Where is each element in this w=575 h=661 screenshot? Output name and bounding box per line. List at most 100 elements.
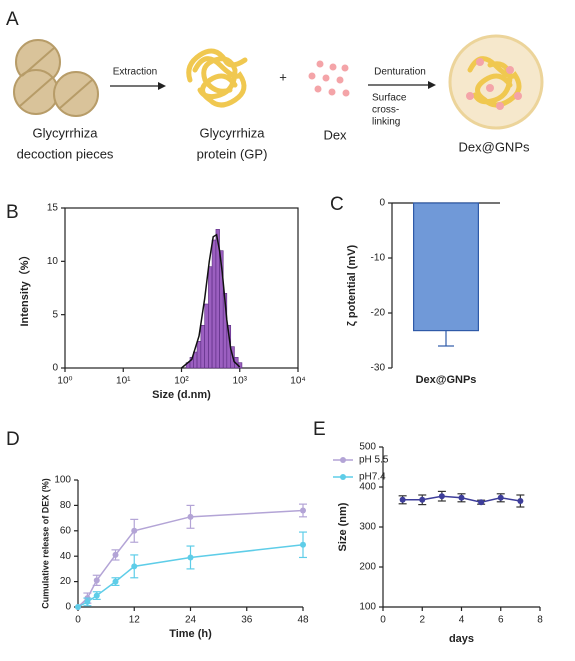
x-tick-label: 24	[185, 615, 197, 626]
data-point	[517, 498, 524, 504]
x-tick-label: 36	[241, 615, 253, 626]
y-tick-label: -30	[371, 363, 386, 374]
bar	[413, 202, 480, 332]
y-tick-label: 20	[60, 576, 72, 587]
panel-label: E	[313, 419, 326, 440]
y-tick-label: 200	[359, 562, 376, 573]
data-point	[438, 493, 445, 500]
step-label: Extraction	[113, 67, 157, 78]
x-tick-label: 10²	[174, 376, 189, 387]
chart-panel: E 100 200 300 400 500 0 2 4 6 8 days Size (nm)	[313, 419, 543, 645]
nanoparticle-icon	[448, 34, 544, 130]
arrow-head	[158, 82, 166, 90]
fit-curve	[181, 233, 241, 369]
legend-label: pH7.4	[359, 472, 386, 483]
plot-frame	[64, 207, 299, 369]
histogram-bar	[211, 239, 217, 369]
protein-icon	[186, 48, 248, 108]
y-tick-label: 100	[359, 602, 376, 613]
x-tick-label: 12	[129, 615, 141, 626]
step-note: Surface	[372, 93, 407, 104]
chart-panel: B 0 5 10 15 10⁰ 10¹ 10² 10³ 10⁴ Size (d.nm) Intensi…	[6, 202, 306, 401]
y-tick-label: 60	[60, 525, 72, 536]
panel-a: A Extraction + Denturation Surface cross…	[6, 9, 544, 161]
chart-panel: D 0 20 40 60 80 100 0 12 24 36 48 Time (h) Cumulative…	[6, 429, 389, 640]
panel-label: B	[6, 202, 19, 223]
legend-marker	[340, 457, 346, 463]
dex-icon	[308, 60, 350, 97]
x-tick-label: 10⁴	[290, 376, 305, 387]
data-point	[187, 554, 194, 561]
data-point	[419, 496, 426, 503]
y-tick-label: 10	[47, 256, 59, 267]
y-tick-label: 500	[359, 442, 376, 453]
data-point	[112, 551, 119, 558]
x-tick-label: 0	[380, 615, 386, 626]
item-label: protein (GP)	[197, 146, 268, 161]
x-tick-label: 0	[75, 615, 81, 626]
item-label: Glycyrrhiza	[199, 125, 265, 140]
data-point	[300, 541, 306, 548]
y-axis-label: Intensity（%）	[18, 249, 31, 326]
panel-label: A	[6, 9, 19, 30]
item-label: decoction pieces	[17, 146, 114, 161]
data-point	[131, 563, 138, 570]
item-label: Glycyrrhiza	[32, 125, 98, 140]
x-tick-label: 10³	[233, 376, 248, 387]
histogram-bar	[196, 341, 202, 369]
pills-icon	[13, 39, 99, 117]
y-axis-label: Size (nm)	[337, 502, 349, 551]
x-tick-label: 4	[459, 615, 465, 626]
data-point	[300, 507, 306, 514]
data-point	[458, 494, 465, 501]
histogram-bar	[204, 303, 209, 369]
panel-label: C	[330, 194, 344, 215]
y-tick-label: 5	[52, 309, 58, 320]
plus: +	[279, 69, 287, 84]
y-tick-label: 40	[60, 551, 72, 562]
data-point	[75, 604, 81, 610]
chart-panel: C 0 -10 -20 -30 ζ potential (mV) Dex@GNPs	[330, 194, 500, 386]
x-axis-label: Size (d.nm)	[152, 389, 211, 401]
legend-label: pH 5.5	[359, 455, 389, 466]
y-axis-label: ζ potential (mV)	[346, 244, 358, 326]
x-tick-label: 6	[498, 615, 504, 626]
step-note: cross-	[372, 105, 399, 116]
step-note: linking	[372, 117, 400, 128]
y-tick-label: -20	[371, 308, 386, 319]
x-tick-label: 10⁰	[57, 376, 72, 387]
y-axis-label: Cumulative release of DEX (%)	[40, 478, 50, 609]
data-point	[84, 598, 91, 605]
histogram-bar	[200, 325, 205, 369]
arrow-head	[428, 81, 436, 89]
x-tick-label: 48	[297, 615, 309, 626]
histogram-bar	[208, 266, 213, 369]
y-tick-label: 15	[47, 203, 59, 214]
data-point	[131, 527, 138, 534]
x-tick-label: 2	[419, 615, 425, 626]
item-label: Dex@GNPs	[459, 139, 530, 154]
y-tick-label: 0	[65, 602, 71, 613]
item-label: Dex	[323, 127, 347, 142]
data-point	[187, 513, 194, 520]
y-tick-label: 400	[359, 482, 376, 493]
x-axis-label: days	[449, 633, 474, 645]
step-label: Denturation	[374, 67, 426, 78]
x-axis-label: Time (h)	[169, 628, 212, 640]
data-point	[112, 578, 119, 585]
y-tick-label: 100	[54, 475, 71, 486]
x-tick-label: 10¹	[116, 376, 131, 387]
data-point	[93, 592, 100, 599]
data-point	[497, 494, 504, 501]
data-point	[399, 496, 406, 503]
y-tick-label: -10	[371, 253, 386, 264]
y-tick-label: 0	[52, 363, 58, 374]
y-tick-label: 80	[60, 500, 72, 511]
legend-marker	[340, 474, 346, 480]
x-tick-label: 8	[537, 615, 543, 626]
x-tick-label: Dex@GNPs	[416, 374, 477, 386]
panel-label: D	[6, 429, 20, 450]
data-point	[478, 499, 485, 506]
y-tick-label: 0	[379, 198, 385, 209]
